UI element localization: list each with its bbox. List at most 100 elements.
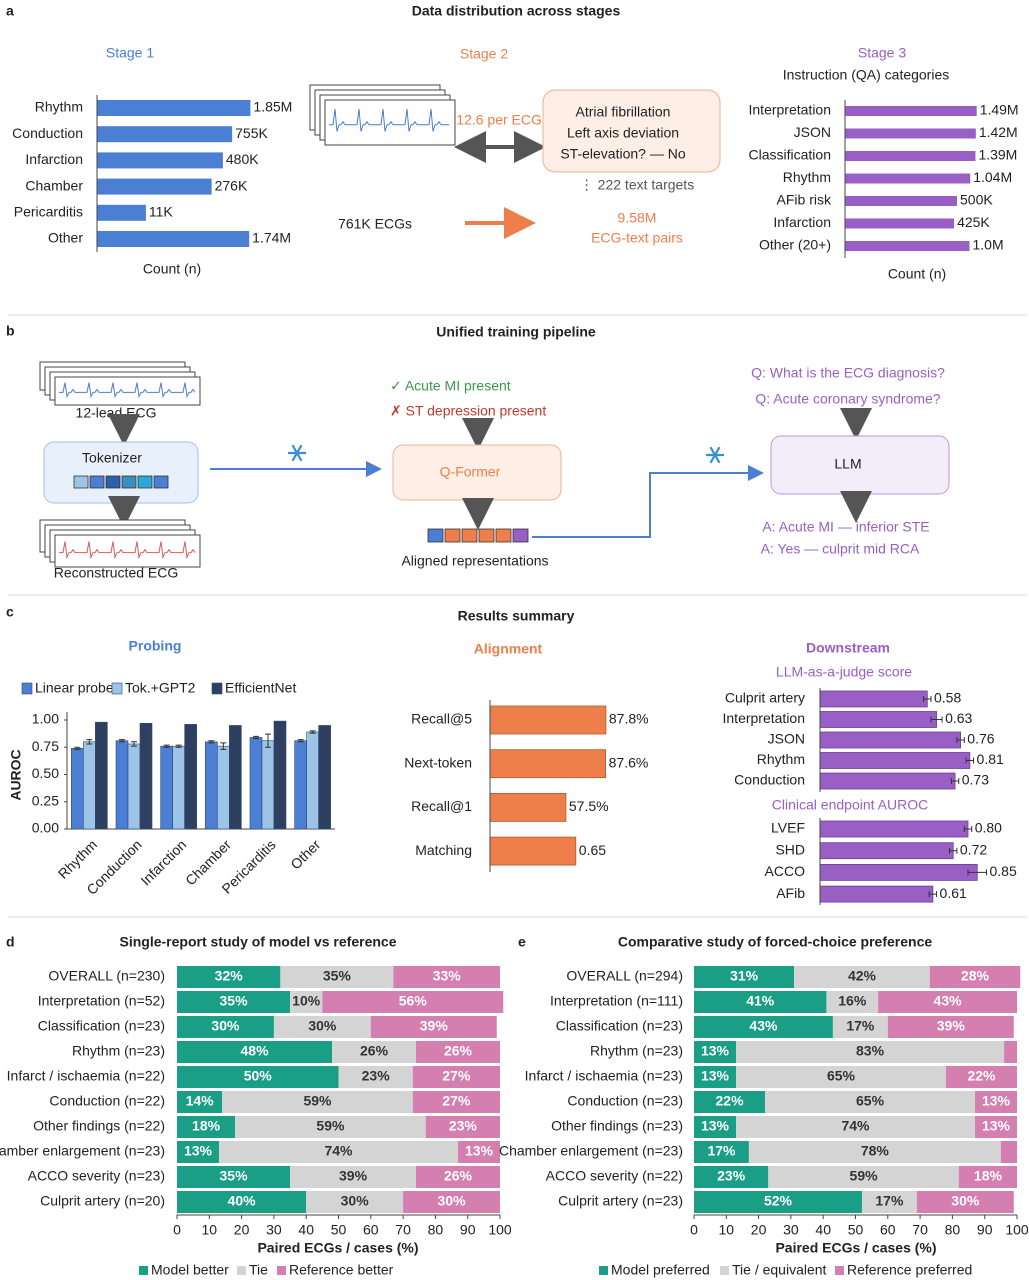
token (105, 475, 121, 489)
error-bar (119, 739, 125, 743)
value-label: 23% (449, 1118, 478, 1134)
category-label: LVEF (771, 820, 805, 836)
category-label: Conduction (12, 125, 83, 141)
value-label: 57.5% (569, 798, 609, 814)
error-bar (220, 742, 227, 750)
bar-segment (290, 1166, 417, 1188)
bar-segment (794, 966, 930, 988)
bar (819, 864, 978, 881)
category-label: Interpretation (723, 710, 806, 726)
bar-segment (332, 1041, 417, 1063)
value-label: 13% (465, 1143, 494, 1159)
value-label: 65% (856, 1093, 885, 1109)
category-label: Interpretation (749, 102, 832, 118)
x-tick-label: 50 (331, 1222, 347, 1238)
token (153, 475, 169, 489)
value-label: 0.65 (579, 842, 606, 858)
bar-segment (861, 1191, 917, 1213)
bar-segment (290, 991, 323, 1013)
y-tick-label: 1.00 (32, 711, 59, 727)
bar (819, 752, 971, 769)
bar (139, 722, 153, 830)
bar-segment (945, 1066, 1017, 1088)
value-label: 30% (951, 1193, 980, 1209)
value-label: 22% (716, 1093, 745, 1109)
category-label: Other findings (n=22) (33, 1118, 165, 1134)
error-bar (923, 696, 932, 702)
x-tick-label: 90 (460, 1222, 476, 1238)
bar-segment (306, 1191, 404, 1213)
value-label: 23% (717, 1168, 746, 1184)
target-box (542, 89, 721, 173)
value-label: 56% (399, 993, 428, 1009)
value-label: 43% (749, 1018, 778, 1034)
y-tick-label: 0.75 (32, 738, 59, 754)
value-label: 33% (433, 968, 462, 984)
question: Q: What is the ECG diagnosis? (751, 365, 945, 381)
bar (294, 740, 307, 830)
legend-label: Model better (151, 1262, 229, 1278)
bar-segment (768, 1166, 959, 1188)
error-bar (949, 847, 958, 854)
value-label: 17% (846, 1018, 875, 1034)
value-label: 78% (861, 1143, 890, 1159)
bar-segment (1004, 1041, 1017, 1063)
output-count: 9.58M (618, 210, 657, 226)
x-tick-label: 50 (848, 1222, 864, 1238)
x-axis-label: Paired ECGs / cases (%) (775, 1240, 936, 1256)
category-label: Chamber enlargement (n=23) (499, 1143, 683, 1159)
aligned-label: Aligned representations (401, 553, 548, 569)
x-tick-label: 70 (912, 1222, 928, 1238)
category-label: Recall@5 (411, 711, 472, 727)
bar (845, 151, 976, 161)
value-label: 13% (982, 1118, 1011, 1134)
value-label: 17% (875, 1193, 904, 1209)
value-label: 39% (937, 1018, 966, 1034)
bar-segment (280, 966, 394, 988)
legend-label: Reference better (289, 1262, 394, 1278)
x-tick-label: 70 (395, 1222, 411, 1238)
value-label: 35% (323, 968, 352, 984)
legend-swatch (21, 682, 33, 695)
value-label: 23% (362, 1068, 391, 1084)
value-label: 14% (186, 1093, 215, 1109)
targets-note: ⋮ 222 text targets (580, 177, 694, 193)
value-label: 1.42M (979, 124, 1018, 140)
bar-segment (694, 1041, 736, 1063)
bar-segment (694, 966, 795, 988)
value-label: 13% (982, 1093, 1011, 1109)
bar-segment (826, 991, 879, 1013)
bar-segment (235, 1116, 426, 1138)
value-label: 52% (764, 1193, 793, 1209)
value-label: 59% (303, 1093, 332, 1109)
category-label: JSON (794, 124, 831, 140)
value-label: 30% (438, 1193, 467, 1209)
bar-segment (832, 1016, 888, 1038)
token (512, 528, 529, 543)
category-label: OVERALL (n=230) (48, 968, 165, 984)
bar (97, 231, 250, 247)
target-text: ✓ Acute MI present (390, 378, 511, 394)
bar-segment (694, 991, 827, 1013)
value-label: 74% (841, 1118, 870, 1134)
error-bar (965, 757, 975, 764)
bar-segment (425, 1116, 500, 1138)
bar-segment (748, 1141, 1001, 1163)
value-label: 35% (220, 1168, 249, 1184)
bar-segment (412, 1091, 500, 1113)
category-label: Chamber (25, 177, 83, 193)
x-tick-label: 0 (173, 1222, 181, 1238)
error-bar (208, 740, 215, 744)
category-label: SHD (775, 841, 805, 857)
snowflake-icon (706, 446, 724, 464)
x-tick-label: 10 (719, 1222, 735, 1238)
value-label: 13% (701, 1118, 730, 1134)
panel-title: Unified training pipeline (436, 324, 596, 340)
output-label: ECG-text pairs (591, 230, 683, 246)
bar (845, 173, 971, 184)
category-label: ACCO (765, 863, 806, 879)
x-tick-label: 30 (783, 1222, 799, 1238)
bar-segment (177, 1166, 291, 1188)
category-label: Next-token (404, 754, 472, 770)
bar-segment (177, 1091, 223, 1113)
